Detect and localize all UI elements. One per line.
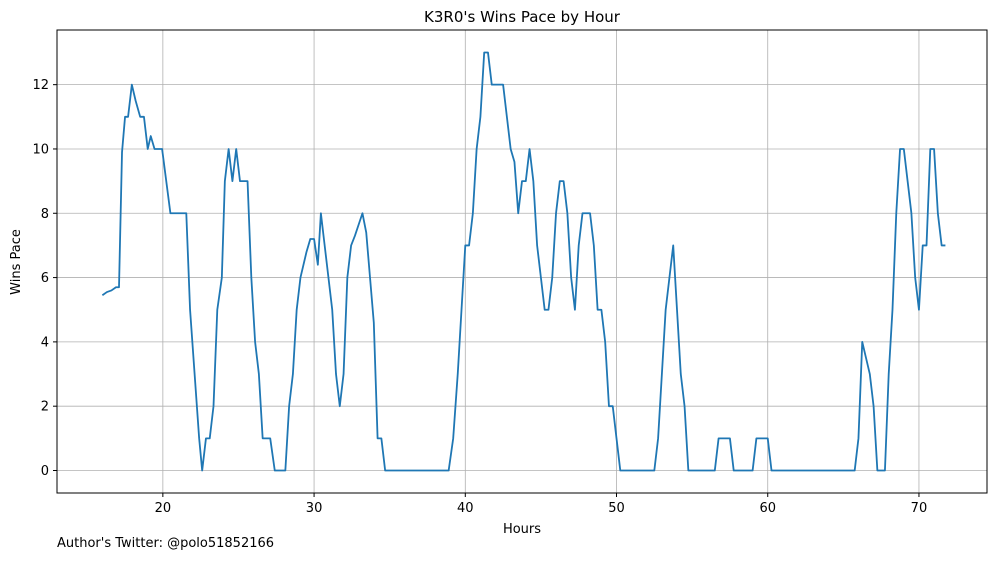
- y-tick-label: 0: [41, 464, 49, 479]
- y-tick-label: 2: [41, 400, 49, 415]
- plot-area-frame: [56, 29, 988, 494]
- y-tick-label: 6: [41, 271, 49, 286]
- x-tick-label: 60: [759, 501, 776, 516]
- y-tick-label: 10: [32, 142, 49, 157]
- x-tick-label: 30: [306, 501, 323, 516]
- x-tick-label: 40: [457, 501, 474, 516]
- y-tick-label: 4: [41, 335, 49, 350]
- x-tick-label: 20: [155, 501, 172, 516]
- y-tick-label: 12: [32, 78, 49, 93]
- author-credit: Author's Twitter: @polo51852166: [57, 536, 275, 551]
- series-layer: [101, 51, 946, 472]
- x-tick-label: 50: [608, 501, 625, 516]
- series-line: [101, 51, 946, 472]
- y-axis-label: Wins Pace: [9, 229, 24, 295]
- chart-title: K3R0's Wins Pace by Hour: [424, 8, 621, 26]
- x-axis-label: Hours: [503, 522, 541, 537]
- x-tick-label: 70: [911, 501, 928, 516]
- grid-lines: [57, 30, 987, 493]
- axis-ticks: 20 30 40 50 60 70 0 2 4 6 8 10 12: [32, 78, 927, 516]
- y-tick-label: 8: [41, 207, 49, 222]
